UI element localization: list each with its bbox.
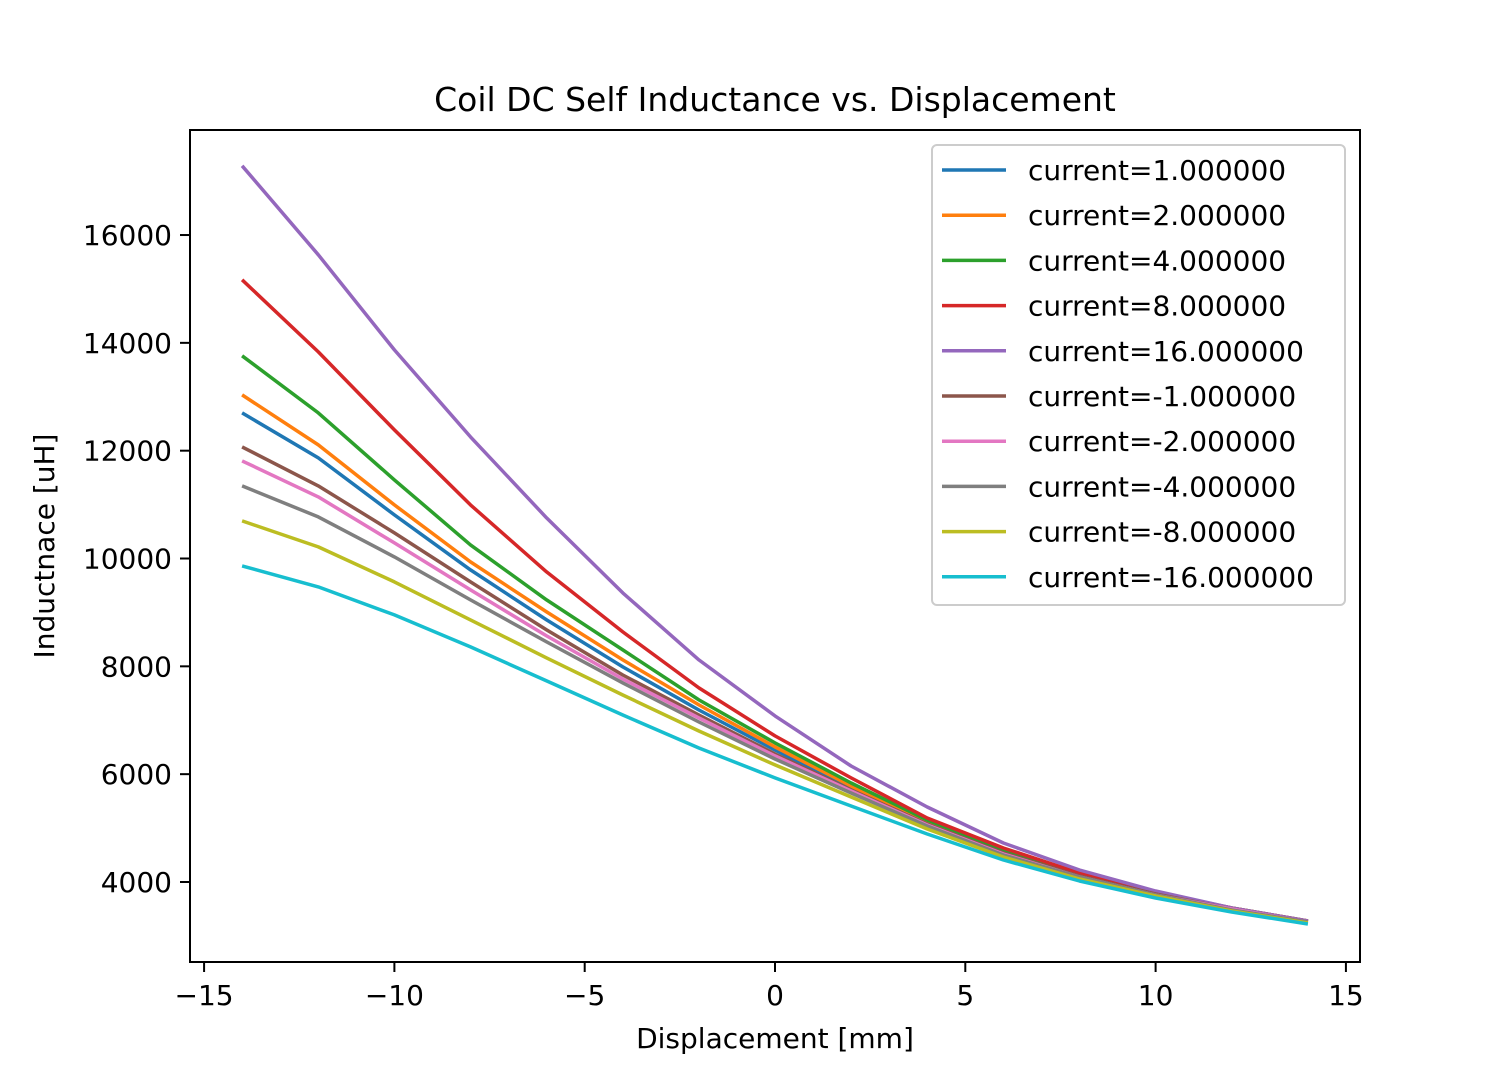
y-axis-label: Inductnace [uH] bbox=[28, 434, 61, 659]
legend-item: current=-4.000000 bbox=[942, 470, 1296, 503]
chart-title: Coil DC Self Inductance vs. Displacement bbox=[434, 80, 1116, 119]
y-tick-label: 12000 bbox=[83, 435, 172, 468]
legend-item: current=-8.000000 bbox=[942, 516, 1296, 549]
legend-label: current=2.000000 bbox=[1028, 199, 1286, 232]
x-tick-label: −5 bbox=[564, 979, 605, 1012]
legend-item: current=16.000000 bbox=[942, 335, 1304, 368]
legend-item: current=1.000000 bbox=[942, 154, 1286, 187]
x-tick-label: 15 bbox=[1328, 979, 1364, 1012]
y-tick-label: 16000 bbox=[83, 219, 172, 252]
y-tick-label: 14000 bbox=[83, 327, 172, 360]
legend-label: current=-2.000000 bbox=[1028, 425, 1296, 458]
legend-label: current=1.000000 bbox=[1028, 154, 1286, 187]
series-line-9 bbox=[241, 564, 1309, 926]
legend-label: current=16.000000 bbox=[1028, 335, 1304, 368]
x-tick-label: −10 bbox=[365, 979, 424, 1012]
legend-label: current=-8.000000 bbox=[1028, 516, 1296, 549]
legend-label: current=8.000000 bbox=[1028, 290, 1286, 323]
x-tick-label: 10 bbox=[1138, 979, 1174, 1012]
x-axis-label: Displacement [mm] bbox=[636, 1022, 914, 1055]
legend-item: current=-2.000000 bbox=[942, 425, 1296, 458]
series-line-4 bbox=[240, 164, 1309, 923]
series-line-8 bbox=[241, 519, 1309, 925]
y-tick-label: 4000 bbox=[101, 866, 172, 899]
y-tick-label: 10000 bbox=[83, 543, 172, 576]
legend-box bbox=[931, 144, 1346, 606]
legend-label: current=-4.000000 bbox=[1028, 470, 1296, 503]
legend-item: current=4.000000 bbox=[942, 244, 1286, 277]
x-tick-label: 5 bbox=[956, 979, 974, 1012]
y-tick-label: 6000 bbox=[101, 758, 172, 791]
legend-item: current=8.000000 bbox=[942, 290, 1286, 323]
legend-item: current=-16.000000 bbox=[942, 561, 1314, 594]
legend-label: current=-16.000000 bbox=[1028, 561, 1314, 594]
legend-label: current=-1.000000 bbox=[1028, 380, 1296, 413]
legend-item: current=2.000000 bbox=[942, 199, 1286, 232]
legend-label: current=4.000000 bbox=[1028, 244, 1286, 277]
x-tick-label: −15 bbox=[175, 979, 234, 1012]
legend-item: current=-1.000000 bbox=[942, 380, 1296, 413]
legend: current=1.000000 current=2.000000 current=… bbox=[931, 144, 1346, 606]
x-tick-label: 0 bbox=[766, 979, 784, 1012]
y-tick-label: 8000 bbox=[101, 650, 172, 683]
